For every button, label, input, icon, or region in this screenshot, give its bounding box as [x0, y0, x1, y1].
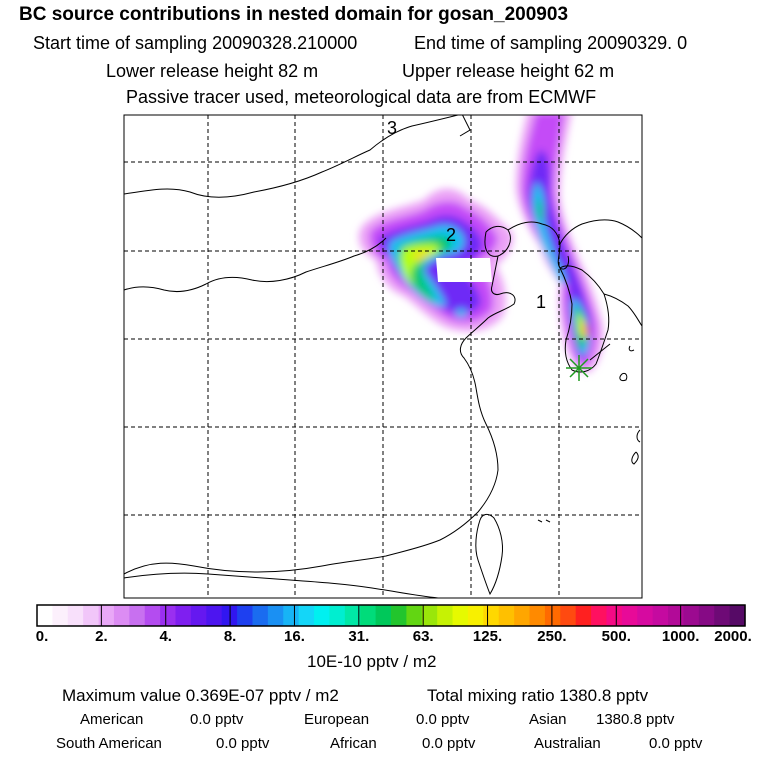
- colorbar-cell: [98, 605, 115, 626]
- colorbar-cell: [637, 605, 654, 626]
- plume-north-china: [358, 188, 513, 332]
- colorbar-cell: [298, 605, 315, 626]
- colorbar-tick-label: 2000.: [714, 628, 752, 645]
- colorbar-cell: [190, 605, 207, 626]
- colorbar-cell: [344, 605, 361, 626]
- source-name-american: American: [80, 711, 144, 728]
- colorbar-cell: [452, 605, 469, 626]
- colorbar-cell: [206, 605, 223, 626]
- colorbar-cell: [698, 605, 715, 626]
- colorbar-cell: [160, 605, 177, 626]
- source-name-south-american: South American: [56, 735, 162, 752]
- colorbar-units: 10E-10 pptv / m2: [307, 652, 437, 671]
- total-mixing-ratio-label: Total mixing ratio 1380.8 pptv: [427, 686, 649, 705]
- colorbar-tick-label: 31.: [348, 628, 370, 645]
- colorbar-cell: [252, 605, 269, 626]
- colorbar-cell: [283, 605, 300, 626]
- colorbar-cell: [606, 605, 623, 626]
- colorbar-cell: [544, 605, 561, 626]
- colorbar-cell: [467, 605, 484, 626]
- colorbar-cells: [37, 605, 746, 626]
- colorbar-cell: [144, 605, 161, 626]
- colorbar-cell: [52, 605, 69, 626]
- colorbar-cell: [668, 605, 685, 626]
- colorbar-cell: [329, 605, 346, 626]
- colorbar-cell: [437, 605, 454, 626]
- colorbar-cell: [529, 605, 546, 626]
- colorbar-cell: [391, 605, 407, 626]
- colorbar-tick-label: 1000.: [661, 628, 700, 645]
- colorbar-major-ticks: [100, 605, 682, 626]
- colorbar-cell: [591, 605, 608, 626]
- colorbar-cell: [267, 605, 284, 626]
- colorbar-tick-label: 16.: [284, 628, 305, 645]
- colorbar-cell: [360, 605, 377, 626]
- colorbar-cell: [237, 605, 254, 626]
- colorbar-tick-label: 250.: [537, 628, 567, 645]
- colorbar-cell: [375, 605, 392, 626]
- colorbar-cell: [175, 605, 192, 626]
- colorbar-tick-label: 125.: [472, 628, 503, 645]
- region-label-3: 3: [387, 118, 397, 138]
- colorbar-cell: [113, 605, 130, 626]
- receptor-star-icon: [566, 355, 592, 381]
- colorbar-cell: [575, 605, 592, 626]
- page-title: BC source contributions in nested domain…: [19, 4, 569, 25]
- source-value-european: 0.0 pptv: [416, 711, 470, 728]
- colorbar-cell: [714, 605, 731, 626]
- colorbar-cell: [514, 605, 531, 626]
- maximum-value-label: Maximum value 0.369E-07 pptv / m2: [62, 686, 339, 705]
- upper-release-height-label: Upper release height 62 m: [402, 61, 615, 81]
- source-name-european: European: [304, 711, 370, 728]
- graticule: [124, 115, 642, 598]
- colorbar-cell: [37, 605, 53, 626]
- region-label-2: 2: [446, 225, 456, 245]
- source-name-african: African: [330, 735, 377, 752]
- colorbar-tick-label: 0.: [35, 628, 49, 645]
- colorbar-tick-label: 4.: [159, 628, 172, 645]
- colorbar-cell: [621, 605, 638, 626]
- source-value-asian: 1380.8 pptv: [596, 711, 675, 728]
- map-frame: [123, 114, 643, 599]
- region-label-1: 1: [536, 292, 546, 312]
- source-name-asian: Asian: [529, 711, 567, 728]
- source-value-south-american: 0.0 pptv: [216, 735, 270, 752]
- colorbar-cell: [729, 605, 746, 626]
- source-value-american: 0.0 pptv: [190, 711, 244, 728]
- colorbar-cell: [406, 605, 423, 626]
- colorbar-tick-label: 500.: [601, 628, 631, 645]
- colorbar-tick-label: 2.: [95, 628, 108, 645]
- source-name-australian: Australian: [534, 735, 601, 752]
- start-time-label: Start time of sampling 20090328.210000: [33, 33, 358, 53]
- colorbar-cell: [421, 605, 438, 626]
- source-value-australian: 0.0 pptv: [649, 735, 703, 752]
- map-area: 3 2 1: [124, 115, 642, 598]
- colorbar-frame: [36, 604, 746, 627]
- colorbar-cell: [498, 605, 515, 626]
- colorbar-cell: [83, 605, 100, 626]
- colorbar-cell: [483, 605, 500, 626]
- colorbar-tick-label: 8.: [223, 628, 237, 645]
- end-time-label: End time of sampling 20090329. 0: [414, 33, 688, 53]
- coastlines: [124, 115, 642, 598]
- colorbar-cell: [683, 605, 700, 626]
- colorbar-cell: [129, 605, 146, 626]
- colorbar-tick-label: 63.: [412, 628, 434, 645]
- lower-release-height-label: Lower release height 82 m: [106, 61, 319, 81]
- colorbar-cell: [652, 605, 669, 626]
- colorbar-cell: [560, 605, 577, 626]
- colorbar-cell: [314, 605, 331, 626]
- source-value-african: 0.0 pptv: [422, 735, 476, 752]
- colorbar-cell: [67, 605, 84, 626]
- tracer-info-label: Passive tracer used, meteorological data…: [126, 87, 597, 107]
